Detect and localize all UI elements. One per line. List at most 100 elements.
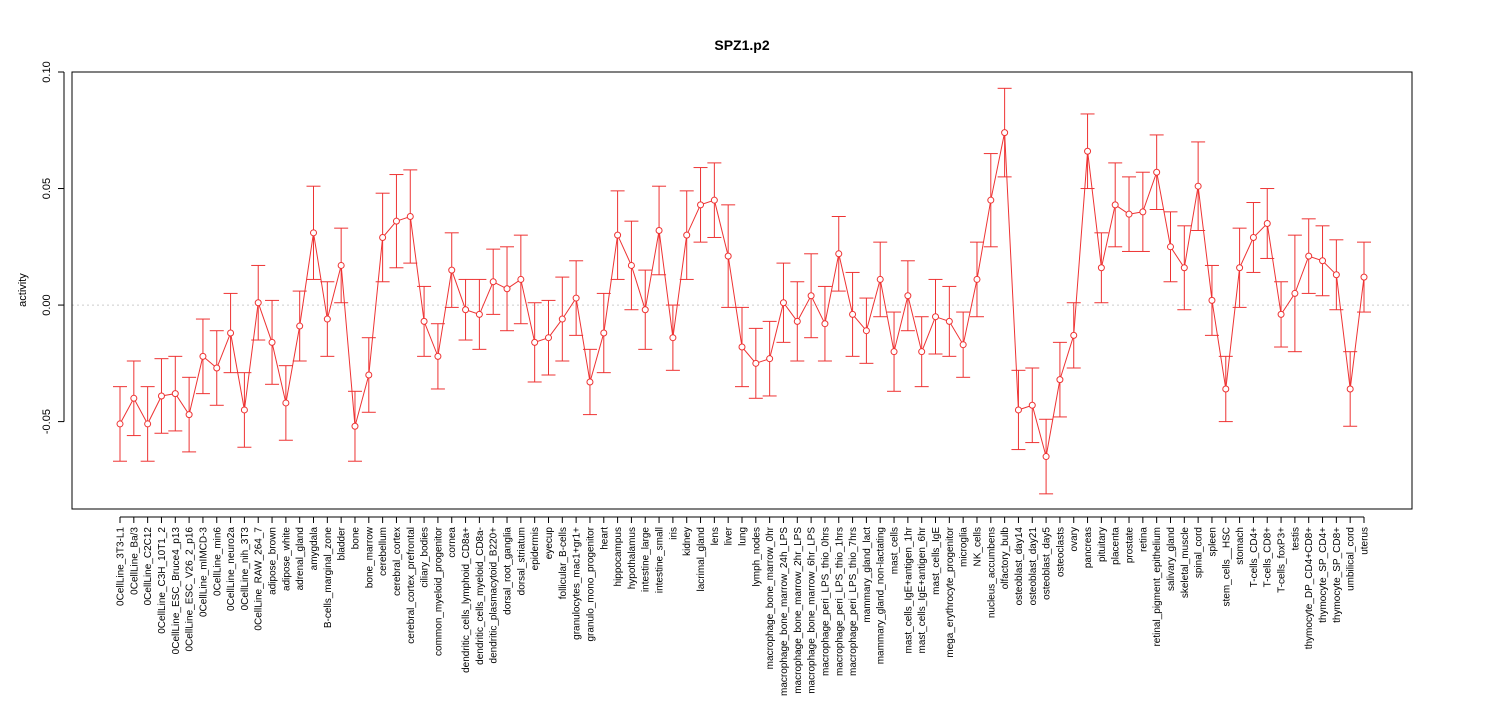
data-point: [1001, 129, 1009, 137]
x-tick-label: spleen: [1207, 527, 1218, 556]
data-point: [434, 352, 442, 360]
x-tick-label: iris: [668, 527, 679, 540]
x-tick-label: bladder: [337, 526, 348, 560]
data-point: [766, 355, 774, 363]
data-point: [918, 348, 926, 356]
data-point: [1346, 385, 1354, 393]
x-tick-label: NK_cells: [972, 527, 983, 566]
x-tick-label: spinal_cord: [1194, 527, 1205, 578]
data-point: [1194, 182, 1202, 190]
data-point: [1097, 264, 1105, 272]
x-tick-label: macrophage_bone_marrow_24h_LPS: [779, 527, 790, 696]
x-tick-label: amygdala: [309, 527, 320, 571]
x-tick-label: pancreas: [1083, 527, 1094, 568]
x-tick-label: macrophage_bone_marrow_6hr_LPS: [807, 527, 818, 694]
x-tick-label: 0CellLine_C2C12: [143, 527, 154, 606]
data-point: [600, 329, 608, 337]
x-tick-label: olfactory_bulb: [1000, 527, 1011, 590]
x-tick-label: placenta: [1111, 527, 1122, 565]
chart-title: SPZ1.p2: [714, 37, 769, 53]
data-point: [793, 317, 801, 325]
data-point: [1125, 210, 1133, 218]
x-tick-label: macrophage_peri_LPS_thio_1hrs: [834, 527, 845, 676]
data-point: [296, 322, 304, 330]
y-tick-label: 0.00: [41, 294, 53, 315]
x-tick-label: mammary_gland_non-lactating: [876, 527, 887, 664]
x-tick-label: retinal_pigment_epithelium: [1152, 527, 1163, 647]
data-point: [1070, 331, 1078, 339]
x-tick-label: lens: [710, 527, 721, 545]
data-point: [724, 252, 732, 260]
data-point: [849, 310, 857, 318]
x-tick-label: intestine_small: [655, 527, 666, 593]
x-tick-label: granulo_mono_progenitor: [585, 526, 596, 641]
x-tick-label: T-cells_foxP3+: [1277, 527, 1288, 593]
x-tick-label: intestine_large: [641, 527, 652, 592]
x-tick-label: uterus: [1360, 527, 1371, 555]
data-point: [738, 343, 746, 351]
x-tick-label: hippocampus: [613, 527, 624, 586]
x-tick-label: dendritic_plasmacytoid_B220+: [489, 527, 500, 664]
x-tick-label: lymph_nodes: [751, 527, 762, 586]
x-tick-label: 0CellLine_Ba/3: [129, 527, 140, 595]
data-point: [1277, 310, 1285, 318]
x-tick-label: mast_cells_IgE: [931, 527, 942, 595]
data-point: [462, 306, 470, 314]
data-point: [157, 392, 165, 400]
x-tick-label: umbilical_cord: [1346, 527, 1357, 591]
data-point: [862, 327, 870, 335]
x-tick-label: adipose_brown: [268, 527, 279, 595]
data-point: [752, 359, 760, 367]
data-point: [1360, 273, 1368, 281]
data-point: [821, 320, 829, 328]
data-point: [185, 411, 193, 419]
x-tick-label: macrophage_bone_marrow_2hr_LPS: [793, 527, 804, 694]
data-point: [683, 231, 691, 239]
x-tick-label: mast_cells_IgE+antigen_1hr: [903, 526, 914, 653]
data-points: [116, 129, 1368, 461]
x-tick-label: 0CellLine_RAW_264_7: [254, 527, 265, 631]
data-point: [890, 348, 898, 356]
data-point: [379, 233, 387, 241]
data-point: [1305, 252, 1313, 260]
x-tick-label: thymocyte_SP_CD4+: [1318, 527, 1329, 623]
data-point: [1111, 201, 1119, 209]
x-tick-label: 0CellLine_ESC_Bruce4_p13: [171, 527, 182, 655]
x-tick-label: heart: [599, 527, 610, 550]
data-point: [627, 261, 635, 269]
x-tick-label: retina: [1138, 527, 1149, 552]
x-tick-label: macrophage_bone_marrow_0hr: [765, 526, 776, 669]
x-tick-label: thymocyte_SP_CD8+: [1332, 527, 1343, 623]
data-point: [876, 275, 884, 283]
data-point: [351, 422, 359, 430]
data-point: [1236, 264, 1244, 272]
data-point: [586, 378, 594, 386]
data-point: [987, 196, 995, 204]
data-point: [130, 394, 138, 402]
data-point: [1153, 168, 1161, 176]
x-tick-label: 0CellLine_3T3-L1: [116, 527, 127, 606]
x-tick-label: thymocyte_DP_CD4+CD8+: [1304, 527, 1315, 649]
x-tick-label: osteoblast_day5: [1042, 527, 1053, 600]
x-tick-label: cerebral_cortex_prefrontal: [406, 527, 417, 644]
data-point: [1014, 406, 1022, 414]
data-point: [558, 315, 566, 323]
data-point: [779, 299, 787, 307]
x-tick-label: macrophage_peri_LPS_thio_0hrs: [820, 527, 831, 676]
data-point: [1042, 453, 1050, 461]
data-point: [1028, 401, 1036, 409]
x-tick-label: hypothalamus: [627, 527, 638, 589]
data-point: [1180, 264, 1188, 272]
data-point: [1263, 219, 1271, 227]
x-tick-label: follicular_B-cells: [558, 527, 569, 599]
data-point: [448, 266, 456, 274]
x-tick-label: lung: [738, 527, 749, 546]
data-point: [572, 294, 580, 302]
data-point: [614, 231, 622, 239]
data-point: [932, 313, 940, 321]
x-tick-label: dendritic_cells_lymphoid_CD8a+: [461, 527, 472, 673]
x-tick-label: eyecup: [544, 527, 555, 560]
x-tick-label: bone_marrow: [364, 526, 375, 588]
data-point: [1222, 385, 1230, 393]
data-point: [1291, 289, 1299, 297]
